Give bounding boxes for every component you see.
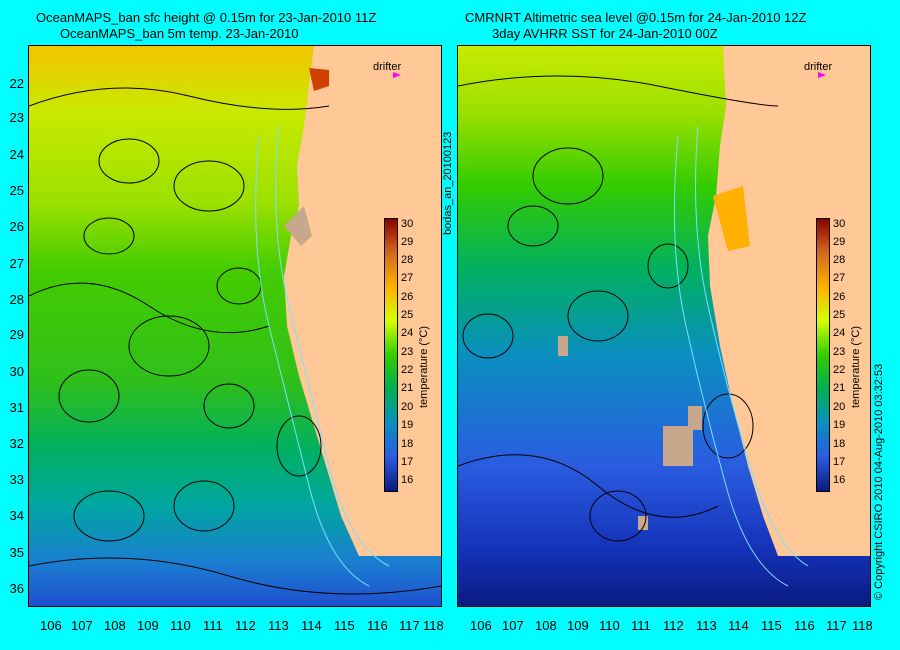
colorbar-tick: 17 (833, 456, 846, 468)
colorbar-tick: 26 (833, 291, 846, 303)
lon-label: 118 (423, 618, 444, 633)
lon-label: 113 (268, 618, 289, 633)
colorbar-tick: 30 (833, 218, 846, 230)
colorbar-tick: 21 (401, 382, 414, 394)
lon-label: 114 (301, 618, 322, 633)
colorbar-tick: 25 (833, 309, 846, 321)
drifter-label: drifter (373, 61, 402, 73)
colorbar-tick: 26 (401, 291, 414, 303)
lat-label: 33 (9, 472, 24, 487)
lon-label: 106 (470, 618, 492, 633)
lat-label: 25 (9, 183, 24, 198)
lon-label: 112 (663, 618, 684, 633)
drifter-label-right: drifter (804, 61, 833, 73)
colorbar-tick: 30 (401, 218, 414, 230)
lon-label: 107 (71, 618, 93, 633)
colorbar-tick: 24 (833, 327, 846, 339)
left-map-panel: drifter (28, 45, 442, 607)
colorbar-label: temperature (°C) (418, 325, 430, 408)
lat-label: 24 (9, 147, 24, 162)
colorbar-tick: 22 (401, 364, 414, 376)
lon-label: 115 (761, 618, 782, 633)
colorbar-strip (816, 218, 830, 492)
colorbar-tick: 22 (833, 364, 846, 376)
lat-label: 36 (9, 581, 24, 596)
lon-label: 108 (535, 618, 557, 633)
colorbar-tick: 18 (401, 438, 414, 450)
run-id-label: bodas_an_20100123 (442, 131, 454, 235)
colorbar-tick: 20 (833, 401, 846, 413)
left-title-line2: OceanMAPS_ban 5m temp. 23-Jan-2010 (60, 26, 299, 41)
lon-label: 111 (203, 618, 223, 633)
colorbar-tick: 28 (401, 254, 414, 266)
colorbar-tick: 29 (833, 236, 846, 248)
lat-label: 32 (9, 436, 24, 451)
right-title-line1: CMRNRT Altimetric sea level @0.15m for 2… (465, 10, 807, 25)
left-title-line1: OceanMAPS_ban sfc height @ 0.15m for 23-… (36, 10, 377, 25)
lon-label: 110 (599, 618, 620, 633)
lon-label: 112 (235, 618, 256, 633)
colorbar-tick: 17 (401, 456, 414, 468)
colorbar-tick: 29 (401, 236, 414, 248)
colorbar-tick: 25 (401, 309, 414, 321)
lon-label: 113 (696, 618, 717, 633)
colorbar-strip (384, 218, 398, 492)
lon-label: 118 (852, 618, 873, 633)
lon-label: 107 (502, 618, 524, 633)
lon-label: 111 (631, 618, 651, 633)
colorbar-tick: 19 (833, 419, 846, 431)
lon-label: 106 (40, 618, 62, 633)
colorbar-tick: 27 (833, 272, 846, 284)
colorbar-tick: 23 (401, 346, 414, 358)
lat-label: 26 (9, 219, 24, 234)
right-title-line2: 3day AVHRR SST for 24-Jan-2010 00Z (492, 26, 718, 41)
colorbar-tick: 19 (401, 419, 414, 431)
right-map-panel: drifter (457, 45, 871, 607)
drifter-marker-right (818, 72, 826, 78)
lon-label: 109 (137, 618, 159, 633)
lat-label: 30 (9, 364, 24, 379)
lat-label: 31 (9, 400, 24, 415)
copyright-label: © Copyright CSIRO 2010 04-Aug-2010 03:32… (873, 363, 885, 600)
lon-label: 117 (399, 618, 420, 633)
lat-label: 34 (9, 508, 24, 523)
colorbar-tick: 16 (833, 474, 846, 486)
left-map-field (29, 46, 441, 606)
lon-label: 110 (170, 618, 191, 633)
colorbar-tick: 16 (401, 474, 414, 486)
lon-label: 108 (104, 618, 126, 633)
colorbar-tick: 18 (833, 438, 846, 450)
colorbar-tick: 20 (401, 401, 414, 413)
colorbar-tick: 28 (833, 254, 846, 266)
lat-label: 28 (9, 292, 24, 307)
lat-label: 35 (9, 545, 24, 560)
lon-label: 115 (334, 618, 355, 633)
colorbar-tick: 27 (401, 272, 414, 284)
drifter-marker (393, 72, 401, 78)
lat-label: 23 (9, 110, 24, 125)
colorbar-tick: 21 (833, 382, 846, 394)
colorbar-tick: 24 (401, 327, 414, 339)
colorbar-tick: 23 (833, 346, 846, 358)
lat-label: 29 (9, 327, 24, 342)
lon-label: 116 (794, 618, 815, 633)
right-map-field (458, 46, 870, 606)
lon-label: 117 (826, 618, 847, 633)
lon-label: 114 (728, 618, 749, 633)
colorbar-label: temperature (°C) (850, 325, 862, 408)
lon-label: 116 (367, 618, 388, 633)
lon-label: 109 (567, 618, 589, 633)
lat-label: 27 (9, 256, 24, 271)
lat-label: 22 (9, 76, 24, 91)
